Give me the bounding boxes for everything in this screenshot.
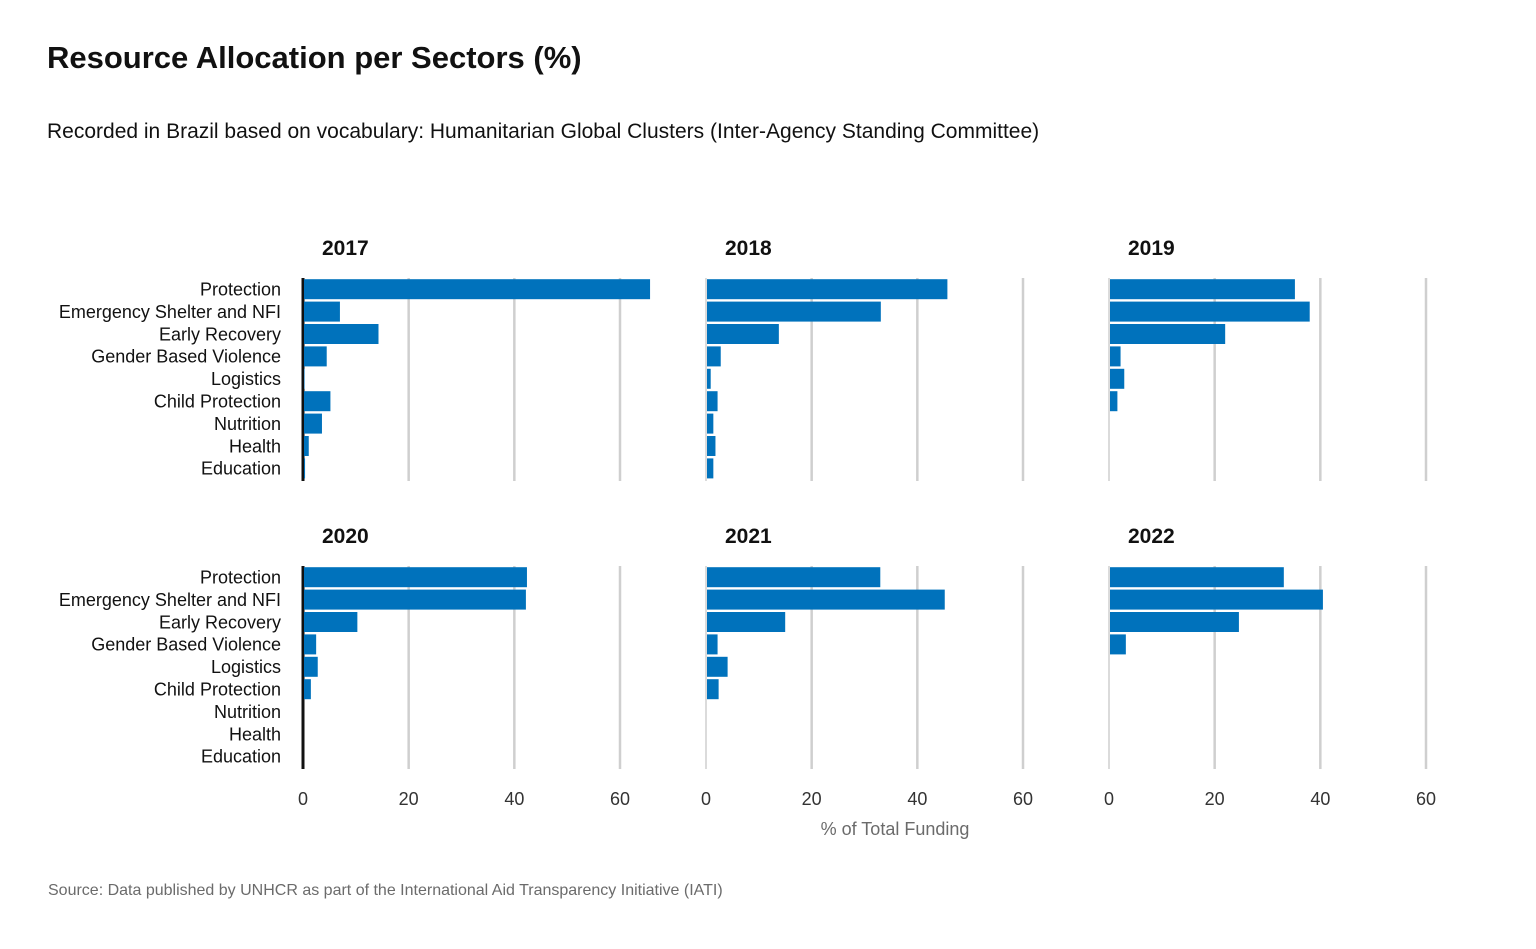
bar-2017-nutrition bbox=[304, 413, 322, 434]
bar-2018-early-recovery bbox=[707, 324, 779, 344]
bar-2017-education bbox=[304, 458, 306, 479]
bar-2022-emergency-shelter-and-nfi bbox=[1110, 589, 1323, 610]
bar-2020-logistics bbox=[304, 656, 318, 677]
category-label: Gender Based Violence bbox=[91, 635, 281, 655]
x-tick-label: 40 bbox=[1310, 789, 1330, 809]
facet-title-2017: 2017 bbox=[322, 237, 369, 260]
x-tick-label: 0 bbox=[1104, 789, 1114, 809]
bar-2018-health bbox=[707, 436, 716, 456]
facet-title-2020: 2020 bbox=[322, 525, 369, 548]
bar-2018-emergency-shelter-and-nfi bbox=[707, 301, 881, 322]
bar-2017-early-recovery bbox=[304, 324, 379, 344]
x-tick-label: 40 bbox=[504, 789, 524, 809]
category-label: Early Recovery bbox=[159, 324, 281, 344]
bar-2020-gender-based-violence bbox=[304, 634, 317, 655]
bar-2021-early-recovery bbox=[707, 612, 786, 632]
bar-2020-protection bbox=[304, 567, 527, 588]
bar-2020-child-protection bbox=[304, 679, 311, 700]
x-tick-label: 40 bbox=[907, 789, 927, 809]
bar-2017-gender-based-violence bbox=[304, 346, 327, 367]
bar-2019-child-protection bbox=[1110, 391, 1118, 412]
category-label: Health bbox=[229, 436, 281, 456]
bar-2017-health bbox=[304, 436, 309, 456]
bar-2019-protection bbox=[1110, 279, 1295, 300]
bar-2022-early-recovery bbox=[1110, 612, 1239, 632]
category-label: Child Protection bbox=[154, 680, 281, 700]
category-label: Early Recovery bbox=[159, 612, 281, 632]
category-label: Education bbox=[201, 747, 281, 767]
category-label: Protection bbox=[200, 568, 281, 588]
x-tick-label: 0 bbox=[701, 789, 711, 809]
x-tick-label: 60 bbox=[610, 789, 630, 809]
category-label: Emergency Shelter and NFI bbox=[59, 590, 281, 610]
facet-title-2019: 2019 bbox=[1128, 237, 1175, 260]
bar-2018-protection bbox=[707, 279, 948, 300]
x-tick-label: 20 bbox=[802, 789, 822, 809]
bar-2017-logistics bbox=[304, 368, 305, 389]
bar-2022-protection bbox=[1110, 567, 1284, 588]
bar-2021-child-protection bbox=[707, 679, 719, 700]
bar-2022-gender-based-violence bbox=[1110, 634, 1126, 655]
bar-2019-early-recovery bbox=[1110, 324, 1226, 344]
bar-2019-logistics bbox=[1110, 368, 1125, 389]
x-tick-label: 0 bbox=[298, 789, 308, 809]
x-tick-label: 60 bbox=[1416, 789, 1436, 809]
x-tick-label: 60 bbox=[1013, 789, 1033, 809]
bar-2018-education bbox=[707, 458, 714, 479]
source-note: Source: Data published by UNHCR as part … bbox=[48, 882, 723, 899]
category-label: Health bbox=[229, 724, 281, 744]
facet-title-2018: 2018 bbox=[725, 237, 772, 260]
bar-2017-protection bbox=[304, 279, 651, 300]
x-tick-label: 20 bbox=[1205, 789, 1225, 809]
category-label: Child Protection bbox=[154, 392, 281, 412]
category-label: Nutrition bbox=[214, 702, 281, 722]
category-label: Gender Based Violence bbox=[91, 347, 281, 367]
bar-2021-emergency-shelter-and-nfi bbox=[707, 589, 945, 610]
bar-2018-gender-based-violence bbox=[707, 346, 721, 367]
category-label: Protection bbox=[200, 280, 281, 300]
category-label: Logistics bbox=[211, 657, 281, 677]
facet-title-2021: 2021 bbox=[725, 525, 772, 548]
bar-2018-nutrition bbox=[707, 413, 714, 434]
bar-2021-protection bbox=[707, 567, 881, 588]
bar-2021-gender-based-violence bbox=[707, 634, 718, 655]
category-label: Emergency Shelter and NFI bbox=[59, 302, 281, 322]
bar-2018-logistics bbox=[707, 368, 711, 389]
bar-2017-emergency-shelter-and-nfi bbox=[304, 301, 340, 322]
bar-2020-emergency-shelter-and-nfi bbox=[304, 589, 526, 610]
chart-title: Resource Allocation per Sectors (%) bbox=[47, 40, 582, 75]
bar-2018-child-protection bbox=[707, 391, 718, 412]
category-label: Nutrition bbox=[214, 414, 281, 434]
facet-title-2022: 2022 bbox=[1128, 525, 1175, 548]
category-label: Logistics bbox=[211, 369, 281, 389]
bar-2019-emergency-shelter-and-nfi bbox=[1110, 301, 1310, 322]
bar-2021-logistics bbox=[707, 656, 728, 677]
x-axis-title: % of Total Funding bbox=[821, 819, 970, 839]
category-label: Education bbox=[201, 459, 281, 479]
chart-subtitle: Recorded in Brazil based on vocabulary: … bbox=[47, 120, 1040, 143]
bar-2017-child-protection bbox=[304, 391, 331, 412]
bar-2019-gender-based-violence bbox=[1110, 346, 1121, 367]
bar-2020-early-recovery bbox=[304, 612, 358, 632]
x-tick-label: 20 bbox=[399, 789, 419, 809]
